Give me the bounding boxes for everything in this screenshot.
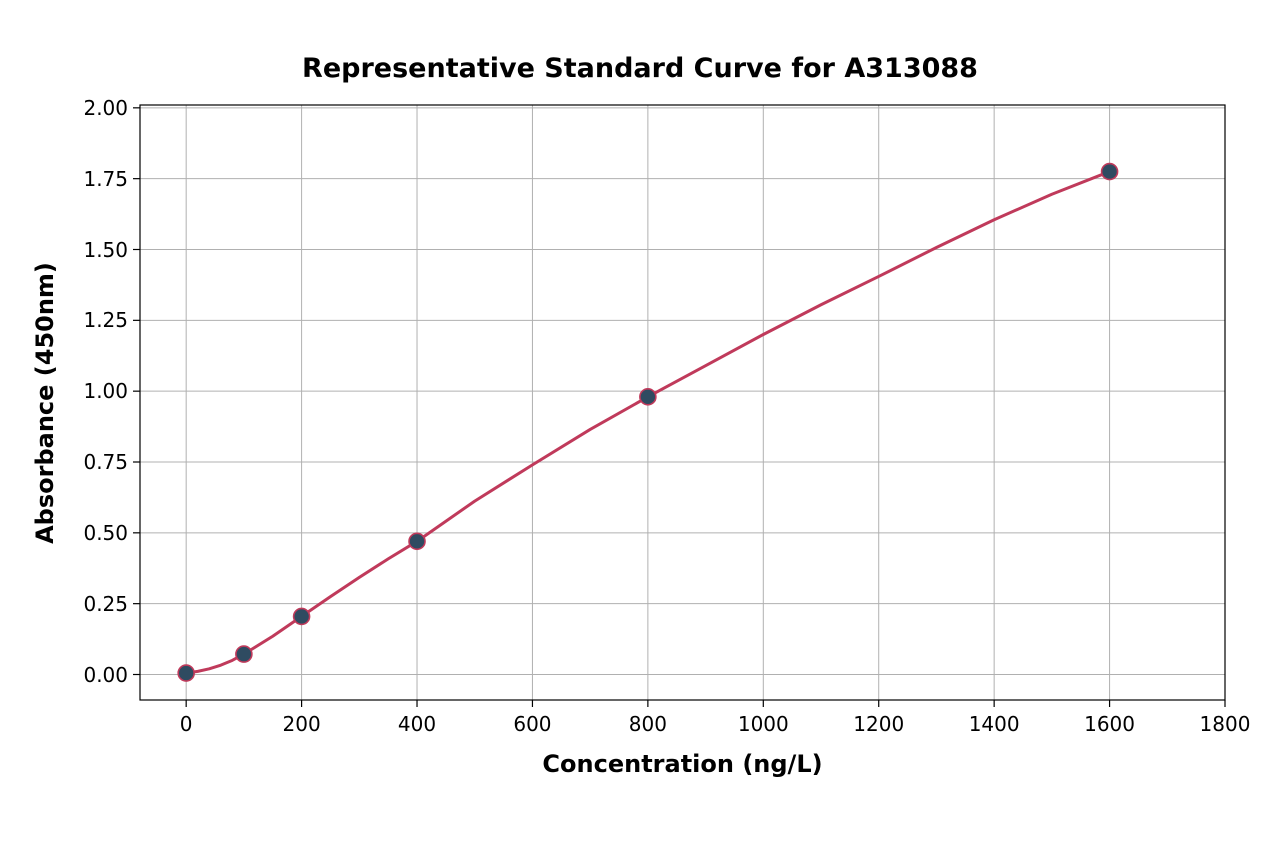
data-marker xyxy=(294,608,310,624)
x-tick-label: 800 xyxy=(629,712,667,736)
x-tick-label: 200 xyxy=(283,712,321,736)
x-tick-label: 400 xyxy=(398,712,436,736)
data-marker xyxy=(1102,164,1118,180)
x-tick-label: 1600 xyxy=(1084,712,1135,736)
data-marker xyxy=(409,533,425,549)
y-tick-label: 2.00 xyxy=(83,96,128,120)
data-marker xyxy=(640,389,656,405)
y-tick-label: 0.00 xyxy=(83,663,128,687)
x-tick-label: 0 xyxy=(180,712,193,736)
data-marker xyxy=(178,665,194,681)
y-tick-label: 0.75 xyxy=(83,450,128,474)
data-marker xyxy=(236,646,252,662)
y-tick-label: 0.25 xyxy=(83,592,128,616)
y-tick-label: 1.00 xyxy=(83,379,128,403)
y-tick-label: 1.50 xyxy=(83,238,128,262)
y-axis-label: Absorbance (450nm) xyxy=(31,262,59,544)
x-tick-label: 1400 xyxy=(969,712,1020,736)
x-tick-label: 1000 xyxy=(738,712,789,736)
y-tick-label: 0.50 xyxy=(83,521,128,545)
x-axis-label: Concentration (ng/L) xyxy=(542,750,822,778)
chart-container: Representative Standard Curve for A31308… xyxy=(0,0,1280,845)
x-tick-label: 600 xyxy=(513,712,551,736)
y-tick-label: 1.75 xyxy=(83,167,128,191)
x-tick-label: 1200 xyxy=(853,712,904,736)
x-tick-label: 1800 xyxy=(1200,712,1251,736)
y-tick-label: 1.25 xyxy=(83,308,128,332)
chart-title: Representative Standard Curve for A31308… xyxy=(0,53,1280,84)
